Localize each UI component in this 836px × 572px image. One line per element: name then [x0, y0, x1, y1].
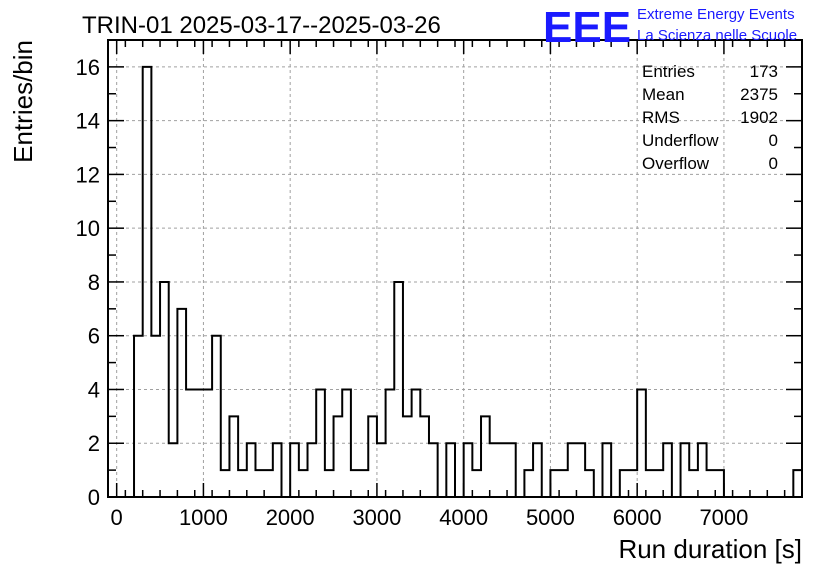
stats-underflow-value: 0 [769, 131, 778, 150]
y-tick-label: 2 [88, 431, 100, 456]
y-tick-label: 4 [88, 377, 100, 402]
x-tick-label: 1000 [179, 505, 228, 530]
logo-line-1: Extreme Energy Events [637, 6, 795, 23]
stats-mean-label: Mean [642, 85, 685, 104]
x-tick-label: 2000 [266, 505, 315, 530]
y-tick-label: 0 [88, 485, 100, 510]
stats-entries-value: 173 [750, 62, 778, 81]
stats-rms-value: 1902 [740, 108, 778, 127]
y-tick-label: 12 [76, 162, 100, 187]
stats-overflow-label: Overflow [642, 154, 710, 173]
x-tick-label: 7000 [699, 505, 748, 530]
axis-ticks: 0 1000 2000 3000 4000 5000 6000 7000 0 2 4 6 8 10 12 14… [76, 39, 803, 530]
y-tick-label: 14 [76, 109, 100, 134]
y-tick-label: 8 [88, 270, 100, 295]
y-tick-label: 16 [76, 55, 100, 80]
y-tick-label: 10 [76, 216, 100, 241]
x-axis-label: Run duration [s] [618, 534, 802, 564]
x-tick-label: 5000 [526, 505, 575, 530]
y-tick-label: 6 [88, 324, 100, 349]
y-axis-label: Entries/bin [8, 40, 38, 163]
x-tick-label: 6000 [613, 505, 662, 530]
grid-lines [108, 40, 802, 497]
logo-mark: EEE [543, 3, 631, 52]
stats-box: Entries 173 Mean 2375 RMS 1902 Underflow… [642, 62, 778, 173]
stats-mean-value: 2375 [740, 85, 778, 104]
plot-frame [107, 39, 803, 498]
logo-line-2: La Scienza nelle Scuole [637, 27, 797, 44]
chart-title: TRIN-01 2025-03-17--2025-03-26 [82, 12, 441, 39]
stats-entries-label: Entries [642, 62, 695, 81]
x-tick-label: 4000 [439, 505, 488, 530]
x-tick-label: 3000 [352, 505, 401, 530]
stats-underflow-label: Underflow [642, 131, 719, 150]
stats-overflow-value: 0 [769, 154, 778, 173]
eee-logo: EEE Extreme Energy Events La Scienza nel… [543, 3, 797, 52]
histogram-series [133, 65, 803, 498]
stats-rms-label: RMS [642, 108, 680, 127]
x-tick-label: 0 [111, 505, 123, 530]
